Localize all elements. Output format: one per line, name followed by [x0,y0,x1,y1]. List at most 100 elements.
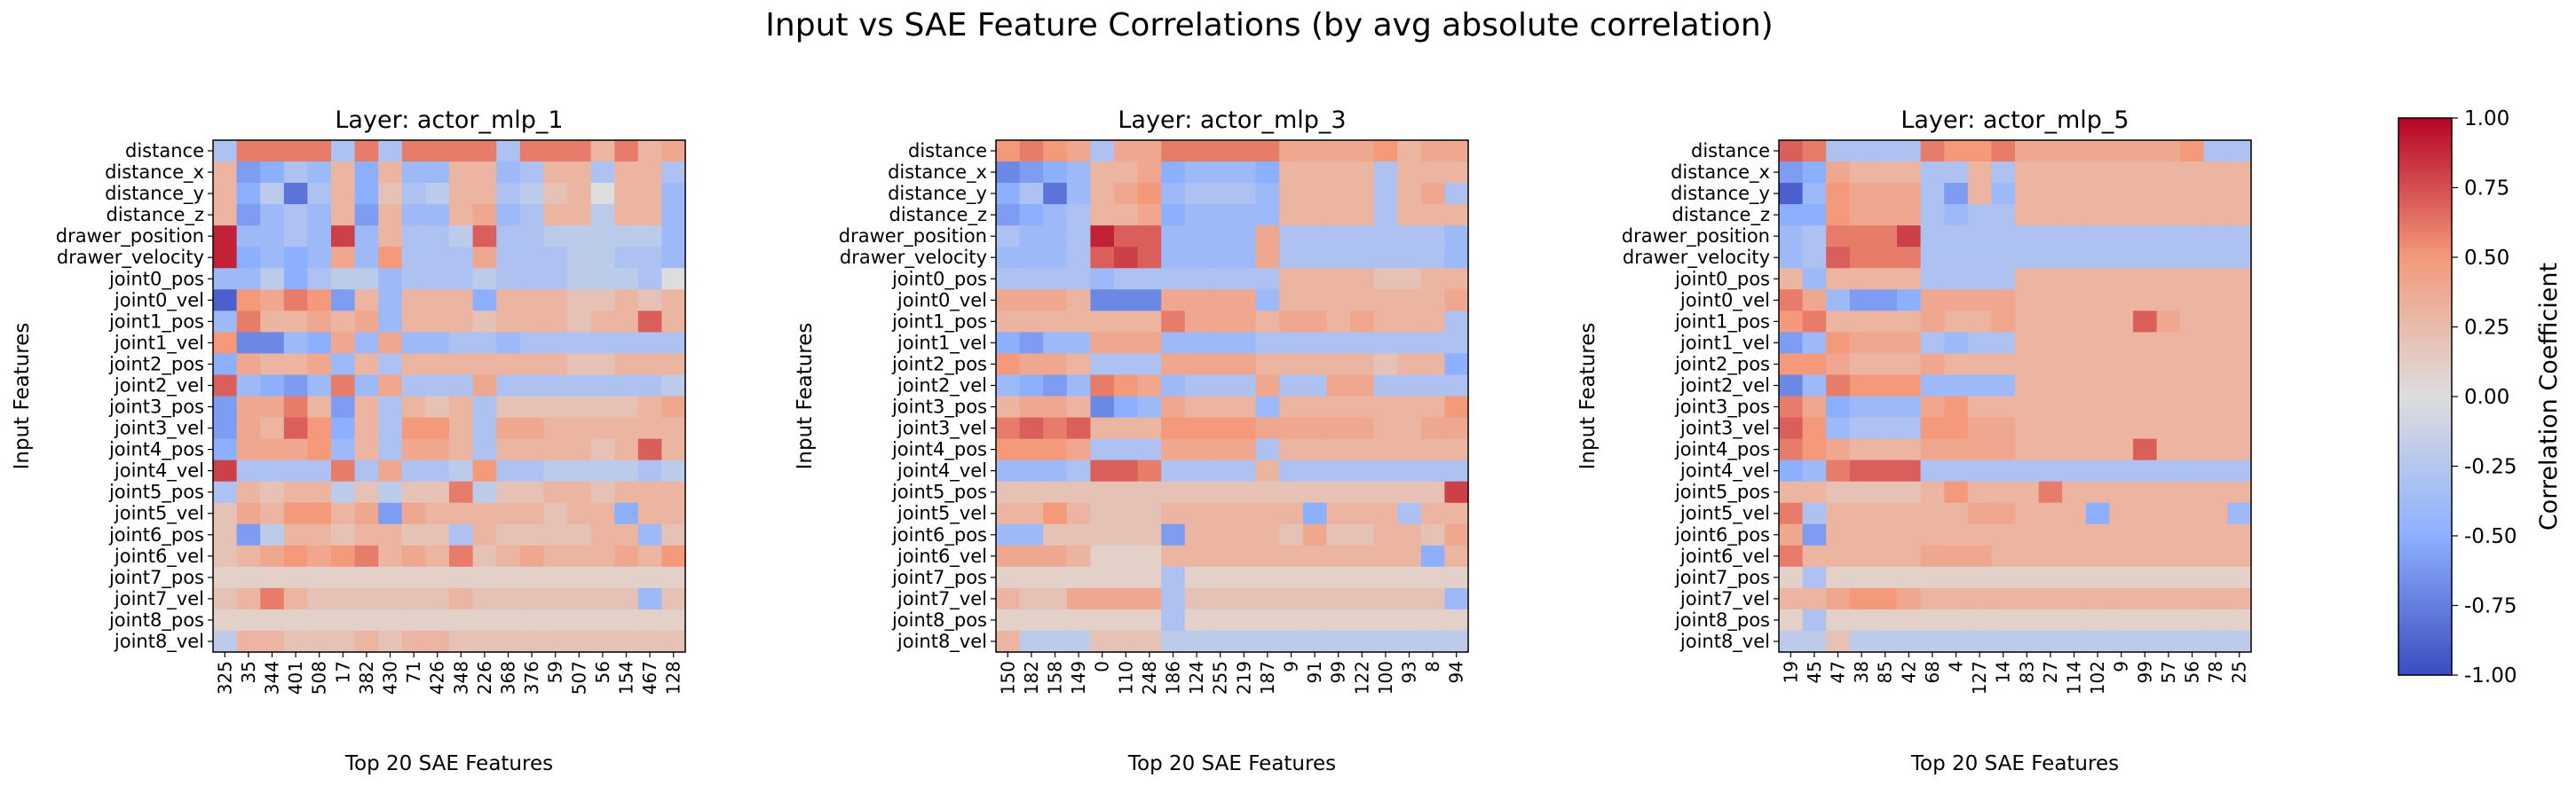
heatmap-cell [449,140,474,162]
heatmap-cell [401,545,426,568]
heatmap-cell [2133,374,2158,397]
heatmap-cell [637,417,662,440]
heatmap-cell [1397,247,1422,269]
heatmap-cell [425,247,450,269]
y-tick-label: joint8_pos [1674,609,1770,632]
heatmap-cell [1849,374,1874,397]
heatmap-cell [1873,268,1898,290]
heatmap-cell [1967,332,1992,355]
heatmap-cell [236,609,261,632]
heatmap-cell [260,502,285,525]
heatmap-cell [1350,268,1375,290]
heatmap-cell [2038,332,2063,355]
x-tick-label: 158 [1045,661,1066,695]
heatmap-cell [543,481,568,504]
heatmap-cell [1920,481,1945,504]
heatmap-cell [614,140,639,162]
heatmap-cell [1826,566,1851,589]
heatmap-cell [283,374,308,397]
heatmap-cell [1137,587,1162,610]
heatmap-cell [401,247,426,269]
heatmap-cell [590,161,615,184]
heatmap-cell [425,374,450,397]
heatmap-cell [449,587,474,610]
heatmap-cell [283,161,308,184]
heatmap-cell [2038,289,2063,311]
heatmap-cell [1090,566,1115,589]
heatmap-cell [2203,630,2228,653]
heatmap-cell [1232,502,1257,525]
heatmap-cell [1232,183,1257,205]
heatmap-cell [1849,140,1874,162]
heatmap-cell [283,417,308,440]
heatmap-cell [1967,289,1992,311]
heatmap-cell [637,396,662,419]
heatmap-cell [2227,502,2252,525]
heatmap-cell [1373,247,1398,269]
heatmap-cell [496,353,521,376]
heatmap-cell [1920,396,1945,419]
heatmap-cell [213,523,238,546]
heatmap-cell [2133,438,2158,461]
heatmap-cell [637,353,662,376]
heatmap-cell [1019,481,1044,504]
heatmap-cell [1279,566,1304,589]
heatmap-cell [2156,460,2181,483]
heatmap-cell [1873,204,1898,226]
heatmap-cell [1114,204,1139,226]
heatmap-cell [236,183,261,205]
heatmap-cell [2133,310,2158,333]
y-tick-label: joint7_vel [897,588,987,610]
heatmap-cell [2156,396,2181,419]
heatmap-cell [236,566,261,589]
heatmap-cell [1114,161,1139,184]
heatmap-cell [260,587,285,610]
heatmap-cell [1161,545,1186,568]
heatmap-cell [567,438,592,461]
heatmap-cell [449,204,474,226]
heatmap-cell [354,310,379,333]
heatmap-cell [2180,183,2205,205]
x-tick-label: 4 [1946,661,1967,672]
heatmap-cell [1302,438,1327,461]
heatmap-cell [1161,609,1186,632]
heatmap-cell [2062,523,2087,546]
heatmap-cell [590,268,615,290]
heatmap-cell [1991,289,2016,311]
heatmap-cell [1066,566,1091,589]
heatmap-cell [1114,310,1139,333]
heatmap-cell [472,374,497,397]
heatmap-cell [1279,183,1304,205]
heatmap-cell [1350,353,1375,376]
heatmap-cell [331,417,356,440]
heatmap-cell [1420,161,1445,184]
heatmap-cell [1779,204,1804,226]
heatmap-cell [1420,140,1445,162]
heatmap-cell [2203,140,2228,162]
heatmap-cell [1043,545,1068,568]
heatmap-cell [354,566,379,589]
heatmap-cell [1279,310,1304,333]
heatmap-cell [1019,460,1044,483]
heatmap-cell [378,225,403,248]
heatmap-cell [1991,268,2016,290]
heatmap-cell [1373,630,1398,653]
y-tick-label: distance [908,140,987,161]
heatmap-cell [519,204,544,226]
heatmap-cell [472,481,497,504]
heatmap-cell [1161,310,1186,333]
heatmap-cell [260,396,285,419]
heatmap-cell [1826,268,1851,290]
heatmap-cell [1802,609,1827,632]
heatmap-cell [1444,502,1469,525]
heatmap-cell [2203,332,2228,355]
heatmap-cell [496,289,521,311]
heatmap-cell [1991,374,2016,397]
heatmap-cell [1066,523,1091,546]
heatmap-cell [472,140,497,162]
heatmap-cell [1161,268,1186,290]
heatmap-cell [1873,545,1898,568]
heatmap-cell [1279,417,1304,440]
heatmap-cell [637,332,662,355]
heatmap-cell [401,374,426,397]
